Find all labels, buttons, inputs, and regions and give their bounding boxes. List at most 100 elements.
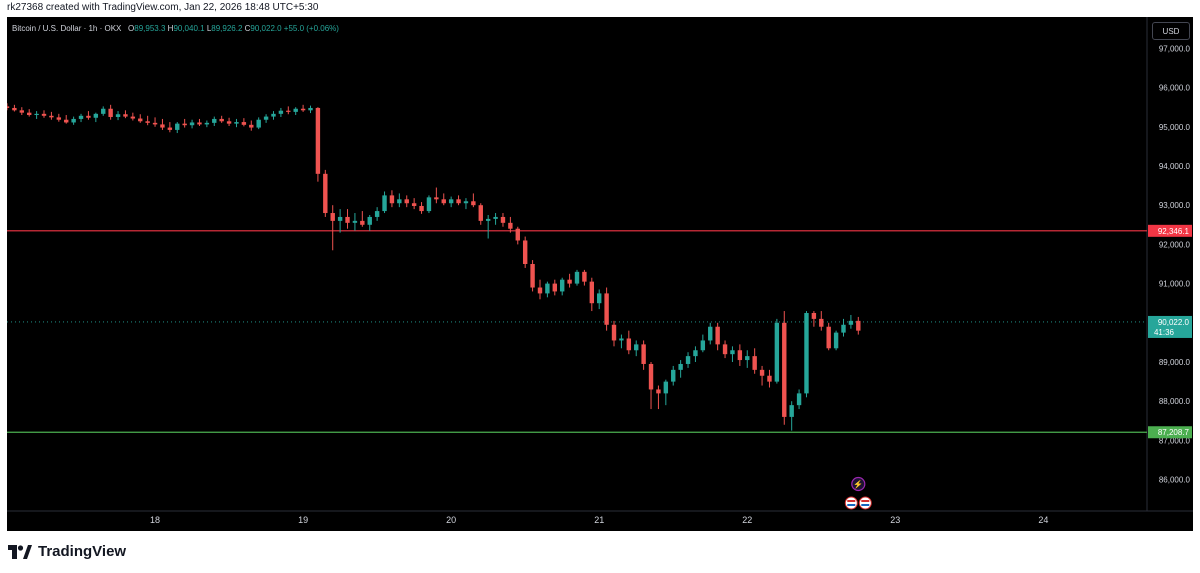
candle-down [552, 283, 557, 292]
candle-up [678, 363, 683, 370]
y-tick-label: 87,000.0 [1159, 436, 1191, 445]
candle-down [219, 118, 224, 122]
candle-up [34, 113, 39, 116]
candle-down [19, 110, 25, 113]
candle-up [671, 369, 676, 382]
candle-up [263, 116, 269, 120]
us-flag-event-icon [844, 496, 858, 510]
candle-up [685, 356, 691, 364]
candle-down [404, 199, 409, 204]
candlestick-chart[interactable]: 97,000.0 96,000.0 95,000.0 94,000.0 93,000.0… [4, 17, 1193, 531]
candle-up [485, 218, 491, 221]
candle-down [582, 271, 587, 282]
candle-down [722, 344, 728, 355]
low-label: L [206, 24, 212, 33]
candle-up [700, 340, 706, 351]
candle-down [226, 121, 232, 124]
candle-down [345, 216, 350, 223]
candle-down [300, 108, 306, 111]
candle-down [86, 115, 91, 118]
candle-down [249, 124, 254, 128]
candle-up [448, 199, 454, 204]
candle-up [256, 119, 261, 128]
tradingview-logo[interactable]: TradingView [8, 543, 126, 560]
candle-down [530, 264, 535, 288]
candle-up [708, 326, 713, 341]
change-value: +55.0 (+0.06%) [283, 24, 339, 33]
y-tick-label: 96,000.0 [1159, 84, 1191, 93]
candle-down [567, 279, 572, 284]
candle-down [752, 356, 757, 370]
candle-down [819, 318, 824, 327]
close-label: C [244, 24, 251, 33]
candle-up [382, 195, 387, 212]
candle-up [367, 216, 372, 225]
candle-up [352, 220, 358, 223]
candle-up [693, 350, 698, 357]
candle-down [626, 338, 632, 351]
tradingview-logo-icon [8, 544, 32, 559]
candle-up [293, 108, 298, 112]
candle-up [337, 216, 343, 221]
candle-down [589, 281, 595, 304]
candle-down [471, 201, 476, 206]
candle-up [101, 108, 106, 114]
candle-down [12, 107, 17, 111]
candle-up [774, 322, 780, 382]
candle-up [597, 293, 602, 304]
candle-down [323, 173, 328, 214]
candle-down [330, 213, 335, 221]
symbol-legend: Bitcoin / U.S. Dollar · 1h · OKX O89,953… [12, 24, 339, 33]
candle-down [611, 324, 617, 341]
candle-down [160, 124, 165, 128]
candle-up [234, 122, 239, 124]
x-tick-label: 22 [742, 515, 752, 525]
candle-down [811, 313, 817, 319]
open-value: 89,953.3 [134, 24, 166, 33]
candle-up [78, 115, 84, 119]
candle-up [545, 283, 550, 294]
candle-down [648, 363, 654, 390]
candle-up [115, 114, 121, 117]
candle-up [426, 197, 432, 212]
candle-up [71, 118, 76, 123]
flag-stripe-icon [847, 504, 856, 506]
candle-up [493, 216, 498, 219]
candle-down [56, 117, 62, 120]
candle-up [559, 279, 565, 292]
candle-up [833, 332, 839, 349]
candle-up [189, 122, 195, 126]
candle-down [286, 110, 291, 112]
lightning-event-icon [851, 476, 866, 492]
candle-down [145, 121, 150, 123]
candle-down [456, 199, 461, 204]
y-tick-label: 97,000.0 [1159, 44, 1191, 53]
support-price-tag [1148, 426, 1192, 439]
brand-name: TradingView [38, 543, 127, 560]
high-value: 90,040.1 [173, 24, 205, 33]
candle-up [789, 405, 794, 417]
candle-down [130, 116, 136, 119]
candle-down [241, 122, 247, 125]
x-tick-label: 20 [446, 515, 456, 525]
chart-panel[interactable]: 97,000.0 96,000.0 95,000.0 94,000.0 93,000.0… [4, 17, 1193, 531]
lightning-glyph-icon: ⚡ [853, 479, 863, 489]
countdown-label: 41:36 [1154, 328, 1175, 337]
candle-down [152, 122, 158, 125]
candle-down [4, 106, 10, 108]
candle-down [826, 326, 831, 349]
flag-stripe-icon [847, 500, 856, 502]
last-price-label: 90,022.0 [1158, 318, 1190, 327]
candle-down [411, 203, 417, 206]
candle-down [515, 228, 520, 241]
currency-button[interactable]: USD [1152, 22, 1190, 40]
candle-down [441, 199, 446, 204]
candle-down [656, 389, 661, 394]
flag-stripe-icon [861, 504, 870, 506]
candle-down [49, 115, 54, 118]
candle-up [745, 356, 750, 361]
flag-stripe-icon [861, 500, 870, 502]
candle-down [522, 240, 528, 264]
candle-up [93, 113, 99, 118]
candle-up [278, 110, 284, 114]
